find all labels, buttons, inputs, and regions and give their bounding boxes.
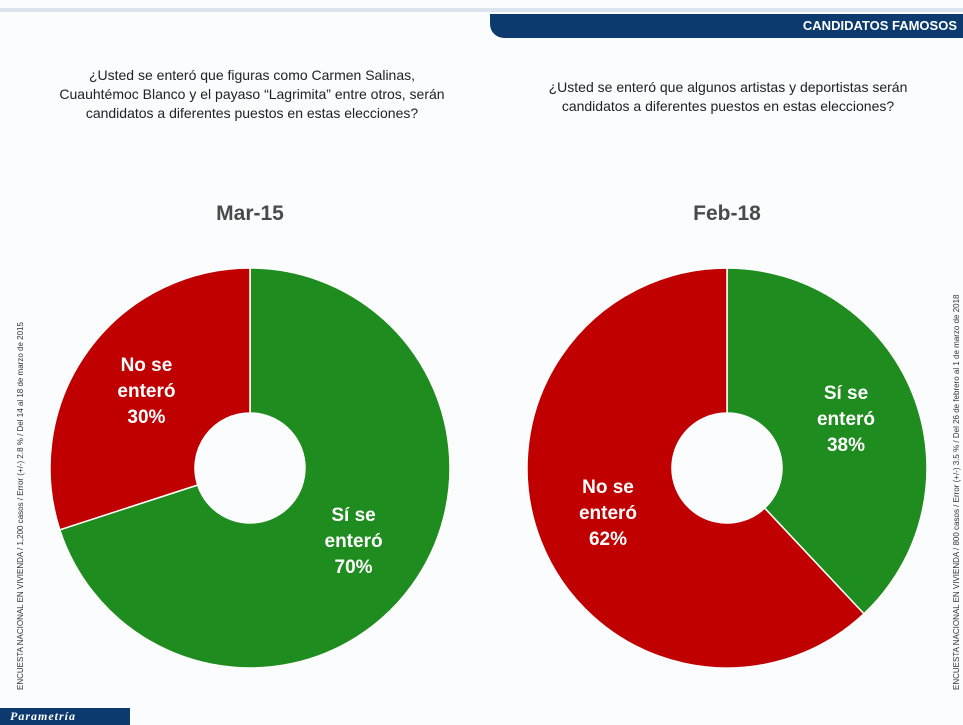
footer-brand: Parametría [0, 708, 130, 725]
slice-value: 38% [826, 434, 866, 456]
top-strip [0, 8, 963, 12]
slice-label: No se enteró 62% [553, 475, 663, 553]
slice-category: No se enteró [117, 354, 176, 402]
slice-label: Sí se enteró 38% [791, 381, 901, 459]
chart-subtitle: ¿Usted se enteró que figuras como Carmen… [59, 67, 445, 121]
slice-value: 62% [588, 529, 627, 551]
chart-title: Mar-15 [216, 202, 284, 225]
pie-slice [526, 267, 865, 669]
header-title: CANDIDATOS FAMOSOS [490, 14, 963, 38]
slice-label: No se enteró 30% [91, 353, 201, 431]
chart-subtitle: ¿Usted se enteró que algunos artistas y … [548, 79, 908, 114]
pie-slice [49, 267, 251, 531]
pie-slice [58, 267, 451, 669]
slice-category: No se enteró [578, 477, 638, 525]
slice-value: 30% [127, 406, 166, 428]
slice-category: Sí se enteró [816, 382, 876, 430]
side-note: ENCUESTA NACIONAL EN VIVIENDA / 1,200 ca… [16, 322, 25, 690]
side-note: ENCUESTA NACIONAL EN VIVIENDA / 800 caso… [952, 294, 961, 691]
slice-label: Sí se enteró 70% [299, 503, 409, 581]
slice-value: 70% [334, 557, 373, 579]
chart-title: Feb-18 [693, 202, 761, 225]
pie-slice [726, 267, 928, 615]
slice-category: Sí se enteró [324, 505, 383, 553]
